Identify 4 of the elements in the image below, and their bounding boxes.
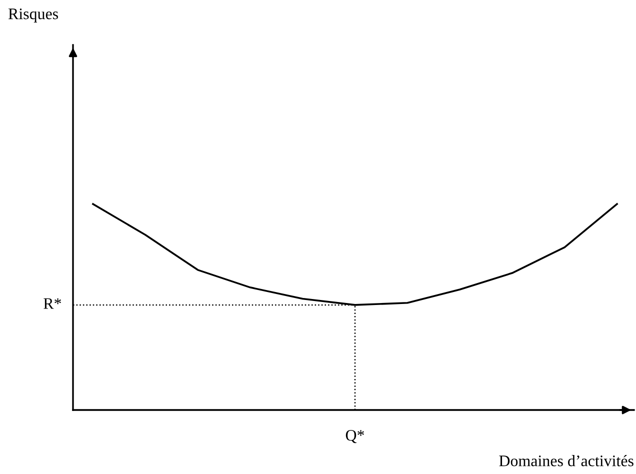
x-axis-title: Domaines d’activités bbox=[499, 455, 634, 466]
text: Q* bbox=[346, 430, 364, 444]
text: Risques bbox=[8, 8, 58, 22]
ref-line-label: R* bbox=[44, 298, 62, 309]
